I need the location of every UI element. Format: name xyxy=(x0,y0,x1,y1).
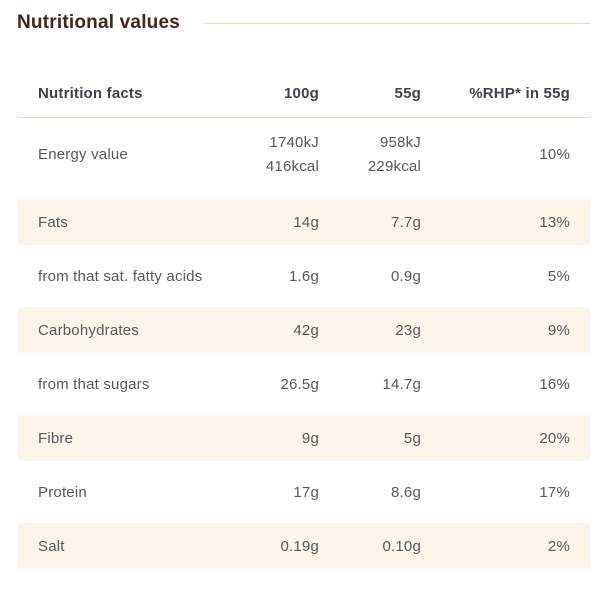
value-per-55g: 8.6g xyxy=(391,483,421,501)
value-per-55g: 0.9g xyxy=(391,267,421,285)
value-per-55g: 958kJ 229kcal xyxy=(367,133,421,175)
value-per-55g: 5g xyxy=(403,429,421,447)
value-per-55g: 7.7g xyxy=(391,213,421,231)
table-row: Fibre 9g 5g 20% xyxy=(18,415,590,461)
value-per-100g: 1.6g xyxy=(289,267,319,285)
value-rhp-in-55g: 20% xyxy=(539,429,570,447)
value-per-100g: 26.5g xyxy=(280,375,319,393)
value-per-100g: 9g xyxy=(301,429,319,447)
table-row: Protein 17g 8.6g 17% xyxy=(18,469,590,515)
value-rhp-in-55g: 17% xyxy=(539,483,570,501)
row-label: Energy value xyxy=(38,146,128,163)
value-rhp-in-55g: 13% xyxy=(539,213,570,231)
value-rhp-in-55g: 5% xyxy=(547,267,570,285)
value-rhp-in-55g: 10% xyxy=(539,146,570,163)
table-row: from that sat. fatty acids 1.6g 0.9g 5% xyxy=(18,253,590,299)
table-header-row: Nutrition facts 100g 55g %RHP* in 55g xyxy=(18,70,590,118)
table-row: from that sugars 26.5g 14.7g 16% xyxy=(18,361,590,407)
nutrition-table: Nutrition facts 100g 55g %RHP* in 55g En… xyxy=(18,70,590,569)
table-row: Energy value 1740kJ 416kcal 958kJ 229kcal … xyxy=(18,118,590,191)
section-header: Nutritional values xyxy=(0,0,602,33)
row-label: Fibre xyxy=(38,429,74,447)
value-rhp-in-55g: 2% xyxy=(547,537,570,555)
table-row: Carbohydrates 42g 23g 9% xyxy=(18,307,590,353)
column-header-100g: 100g xyxy=(284,85,319,102)
value-rhp-in-55g: 16% xyxy=(539,375,570,393)
value-per-100g: 14g xyxy=(293,213,319,231)
row-label: Carbohydrates xyxy=(38,321,139,339)
table-row: Fats 14g 7.7g 13% xyxy=(18,199,590,245)
table-row: Salt 0.19g 0.10g 2% xyxy=(18,523,590,569)
column-header-rhp-in-55g: %RHP* in 55g xyxy=(469,85,570,102)
row-label: Protein xyxy=(38,483,87,501)
column-header-nutrition-facts: Nutrition facts xyxy=(38,85,143,102)
title-divider xyxy=(204,23,590,24)
row-label: from that sugars xyxy=(38,375,150,393)
table-body: Energy value 1740kJ 416kcal 958kJ 229kcal … xyxy=(18,118,590,569)
nutrition-values-section: Nutritional values Nutrition facts 100g … xyxy=(0,0,602,569)
value-per-55g: 0.10g xyxy=(382,537,421,555)
page-title: Nutritional values xyxy=(17,12,181,33)
value-per-100g: 17g xyxy=(293,483,319,501)
row-label: Salt xyxy=(38,537,65,555)
value-per-100g: 42g xyxy=(293,321,319,339)
row-label: from that sat. fatty acids xyxy=(38,267,203,285)
value-rhp-in-55g: 9% xyxy=(547,321,570,339)
value-per-55g: 23g xyxy=(395,321,421,339)
column-header-55g: 55g xyxy=(394,85,421,102)
value-per-55g: 14.7g xyxy=(382,375,421,393)
row-label: Fats xyxy=(38,213,68,231)
value-per-100g: 0.19g xyxy=(280,537,319,555)
value-per-100g: 1740kJ 416kcal xyxy=(265,133,319,175)
